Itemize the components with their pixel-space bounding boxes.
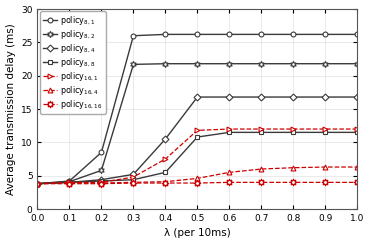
policy$_{16,1}$ <box>67 181 72 184</box>
policy$_{8,8}$ <box>195 136 199 139</box>
policy$_{8,8}$ <box>99 180 104 183</box>
policy$_{16,1}$ <box>291 128 296 131</box>
policy$_{8,2}$ <box>259 62 263 65</box>
policy$_{8,4}$ <box>291 96 296 99</box>
policy$_{16,4}$ <box>355 166 360 169</box>
policy$_{16,1}$ <box>99 181 104 184</box>
policy$_{8,2}$ <box>355 62 360 65</box>
policy$_{16,4}$ <box>291 166 296 169</box>
policy$_{8,2}$ <box>323 62 327 65</box>
policy$_{8,4}$ <box>195 96 199 99</box>
policy$_{16,16}$ <box>323 181 327 184</box>
policy$_{8,4}$ <box>35 182 40 185</box>
policy$_{16,1}$ <box>163 158 168 161</box>
policy$_{8,2}$ <box>35 182 40 185</box>
policy$_{16,4}$ <box>195 177 199 180</box>
policy$_{16,16}$ <box>355 181 360 184</box>
policy$_{8,4}$ <box>67 181 72 184</box>
policy$_{8,8}$ <box>355 131 360 134</box>
policy$_{8,1}$ <box>99 151 104 154</box>
policy$_{8,2}$ <box>99 169 104 172</box>
Line: policy$_{8,8}$: policy$_{8,8}$ <box>35 130 360 186</box>
Line: policy$_{16,16}$: policy$_{16,16}$ <box>34 179 361 187</box>
policy$_{8,8}$ <box>35 182 40 185</box>
policy$_{16,1}$ <box>227 128 232 131</box>
policy$_{8,1}$ <box>131 34 136 37</box>
policy$_{8,1}$ <box>323 33 327 36</box>
Y-axis label: Average transmission delay (ms): Average transmission delay (ms) <box>6 23 16 195</box>
policy$_{8,8}$ <box>163 171 168 174</box>
policy$_{16,16}$ <box>35 182 40 185</box>
Line: policy$_{8,1}$: policy$_{8,1}$ <box>35 32 360 186</box>
policy$_{16,4}$ <box>67 182 72 184</box>
Line: policy$_{8,4}$: policy$_{8,4}$ <box>35 95 360 186</box>
policy$_{8,4}$ <box>323 96 327 99</box>
policy$_{16,16}$ <box>259 181 263 184</box>
policy$_{16,4}$ <box>259 168 263 171</box>
policy$_{8,1}$ <box>35 182 40 185</box>
policy$_{8,2}$ <box>131 63 136 66</box>
policy$_{8,1}$ <box>291 33 296 36</box>
policy$_{8,1}$ <box>67 180 72 183</box>
policy$_{16,4}$ <box>163 180 168 183</box>
Line: policy$_{8,2}$: policy$_{8,2}$ <box>34 61 360 187</box>
policy$_{8,8}$ <box>291 131 296 134</box>
policy$_{8,1}$ <box>163 33 168 36</box>
policy$_{16,4}$ <box>131 181 136 184</box>
policy$_{8,2}$ <box>291 62 296 65</box>
policy$_{8,4}$ <box>99 178 104 181</box>
policy$_{16,4}$ <box>323 166 327 169</box>
policy$_{8,2}$ <box>67 180 72 183</box>
policy$_{16,16}$ <box>227 181 232 184</box>
policy$_{8,4}$ <box>227 96 232 99</box>
policy$_{8,8}$ <box>323 131 327 134</box>
policy$_{16,16}$ <box>291 181 296 184</box>
policy$_{16,4}$ <box>99 182 104 184</box>
policy$_{8,4}$ <box>259 96 263 99</box>
policy$_{16,16}$ <box>99 182 104 185</box>
policy$_{16,16}$ <box>67 182 72 185</box>
policy$_{8,2}$ <box>163 62 168 65</box>
X-axis label: λ (per 10ms): λ (per 10ms) <box>164 228 231 238</box>
policy$_{8,4}$ <box>355 96 360 99</box>
policy$_{16,1}$ <box>35 182 40 185</box>
policy$_{16,16}$ <box>195 182 199 184</box>
policy$_{8,2}$ <box>195 62 199 65</box>
policy$_{16,16}$ <box>163 182 168 184</box>
policy$_{16,1}$ <box>131 176 136 179</box>
policy$_{16,16}$ <box>131 182 136 184</box>
policy$_{16,1}$ <box>195 129 199 132</box>
policy$_{16,1}$ <box>259 128 263 131</box>
policy$_{16,4}$ <box>227 171 232 174</box>
policy$_{8,4}$ <box>163 138 168 141</box>
policy$_{8,8}$ <box>67 181 72 184</box>
policy$_{8,1}$ <box>227 33 232 36</box>
policy$_{16,1}$ <box>323 128 327 131</box>
policy$_{8,1}$ <box>195 33 199 36</box>
policy$_{8,1}$ <box>355 33 360 36</box>
Line: policy$_{16,4}$: policy$_{16,4}$ <box>35 165 360 186</box>
policy$_{16,1}$ <box>355 128 360 131</box>
policy$_{8,8}$ <box>259 131 263 134</box>
Legend: policy$_{8,1}$, policy$_{8,2}$, policy$_{8,4}$, policy$_{8,8}$, policy$_{16,1}$,: policy$_{8,1}$, policy$_{8,2}$, policy$_… <box>40 11 105 114</box>
policy$_{16,4}$ <box>35 182 40 185</box>
policy$_{8,8}$ <box>227 131 232 134</box>
policy$_{8,4}$ <box>131 173 136 176</box>
policy$_{8,2}$ <box>227 62 232 65</box>
Line: policy$_{16,1}$: policy$_{16,1}$ <box>35 127 360 186</box>
policy$_{8,8}$ <box>131 178 136 181</box>
policy$_{8,1}$ <box>259 33 263 36</box>
